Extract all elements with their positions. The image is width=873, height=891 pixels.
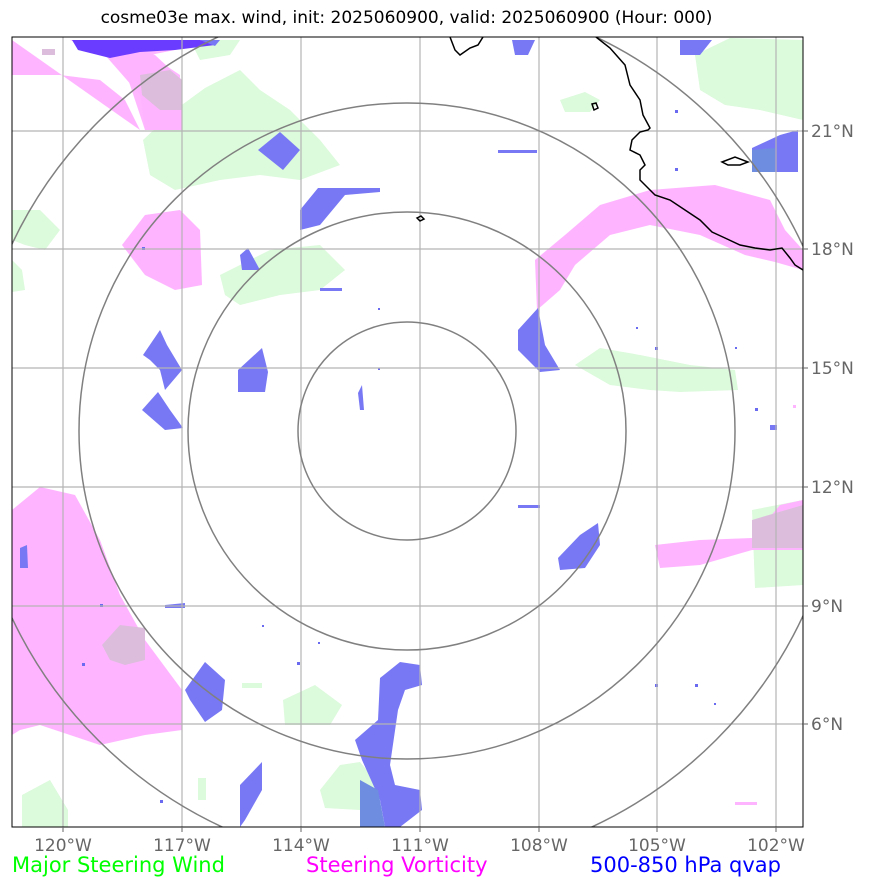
legend-steering-vorticity: Steering Vorticity: [306, 853, 488, 877]
latitude-labels: 21°N 18°N 15°N 12°N 9°N 6°N: [811, 122, 854, 735]
lon-label: 117°W: [153, 836, 211, 856]
lat-label: 6°N: [811, 715, 843, 735]
qvap-area: [142, 392, 183, 430]
qvap-area: [143, 330, 182, 390]
range-ring: [187, 211, 627, 651]
range-ring: [78, 102, 736, 760]
qvap-overlap: [360, 148, 775, 827]
wind-area: [198, 778, 206, 800]
qvap-area: [240, 248, 260, 270]
range-ring: [297, 321, 517, 541]
wind-area: [560, 92, 600, 112]
legend-steering-wind: Major Steering Wind: [12, 853, 225, 877]
lon-label: 114°W: [272, 836, 330, 856]
tick-marks: [62, 130, 808, 832]
lon-label: 102°W: [747, 836, 805, 856]
lat-label: 18°N: [811, 240, 854, 260]
overlap-areas: [42, 49, 803, 665]
qvap-area: [238, 348, 268, 392]
map-title: cosme03e max. wind, init: 2025060900, va…: [100, 8, 713, 28]
wind-area: [283, 685, 342, 725]
range-rings: [12, 37, 803, 827]
qvap-area: [240, 762, 262, 827]
plot-frame: [11, 36, 804, 828]
legend-qvap: 500-850 hPa qvap: [590, 853, 781, 877]
qvap-area: [512, 40, 535, 55]
vorticity-area: [535, 185, 803, 310]
lat-label: 9°N: [811, 597, 843, 617]
qvap-area: [498, 150, 537, 153]
lat-label: 21°N: [811, 122, 854, 142]
lon-label: 111°W: [391, 836, 449, 856]
steering-vorticity-areas: [12, 40, 803, 805]
vorticity-area: [735, 802, 757, 805]
qvap-area: [300, 188, 380, 230]
vorticity-area: [12, 487, 182, 745]
wind-area: [220, 245, 345, 305]
qvap-area: [558, 523, 600, 570]
coastline: [415, 37, 803, 271]
qvap-area: [200, 40, 220, 46]
graticule: [12, 37, 803, 827]
qvap-area: [518, 505, 540, 508]
lon-label: 105°W: [628, 836, 686, 856]
qvap-area: [770, 425, 777, 430]
longitude-labels: 120°W 117°W 114°W 111°W 108°W 105°W 102°…: [34, 836, 805, 856]
qvap-area: [185, 662, 225, 722]
lon-label: 120°W: [34, 836, 92, 856]
wind-area: [242, 683, 262, 688]
wind-area: [22, 780, 68, 827]
lat-label: 15°N: [811, 359, 854, 379]
lon-label: 108°W: [510, 836, 568, 856]
qvap-area: [355, 662, 422, 827]
qvap-area: [72, 40, 215, 58]
wind-area: [12, 260, 25, 292]
vorticity-area: [655, 500, 803, 568]
qvap-areas: [20, 40, 798, 827]
wind-area: [695, 38, 803, 120]
qvap-area: [680, 40, 712, 55]
qvap-area: [320, 288, 342, 291]
lat-label: 12°N: [811, 478, 854, 498]
qvap-area: [20, 545, 28, 568]
qvap-area: [258, 132, 300, 170]
qvap-area: [358, 385, 364, 410]
